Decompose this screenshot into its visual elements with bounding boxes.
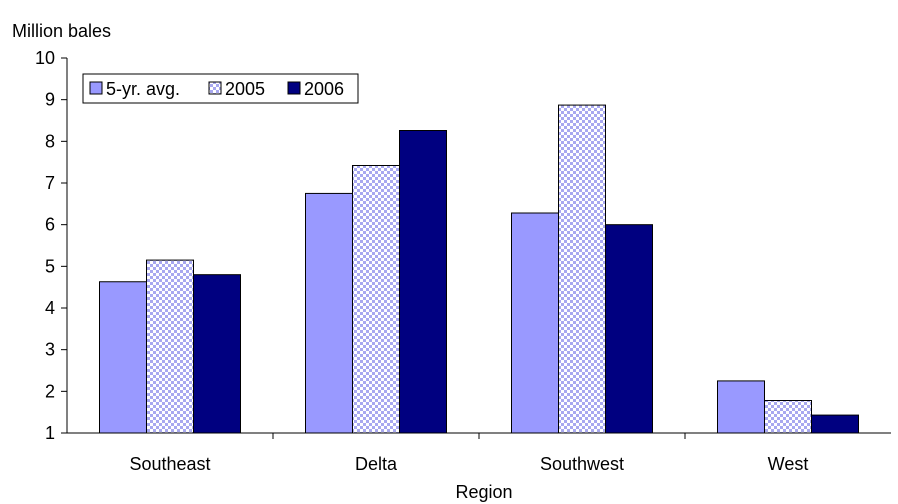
- legend-swatch: [208, 81, 222, 95]
- legend-label: 2006: [304, 79, 344, 99]
- y-tick-label: 3: [45, 340, 55, 360]
- bar-west-2005: [764, 400, 812, 434]
- legend-label: 2005: [225, 79, 265, 99]
- y-tick-label: 1: [45, 423, 55, 443]
- bar-southwest-2005: [558, 104, 606, 434]
- y-tick-label: 2: [45, 381, 55, 401]
- x-tick-label: Southwest: [540, 454, 624, 474]
- bar-southwest-2006: [605, 224, 653, 434]
- legend: 5-yr. avg. 2005 2006: [82, 73, 359, 104]
- bar-southeast-2005: [146, 259, 194, 434]
- legend-swatch: [287, 81, 301, 95]
- y-tick-label: 10: [35, 48, 55, 68]
- x-tick-label: Delta: [355, 454, 398, 474]
- legend-label: 5-yr. avg.: [106, 79, 180, 99]
- y-axis-label: Million bales: [12, 21, 111, 41]
- legend-swatch: [89, 81, 103, 95]
- y-tick-label: 8: [45, 131, 55, 151]
- bar-delta-2006: [399, 130, 447, 434]
- x-tick-label: West: [768, 454, 809, 474]
- bar-southwest-5-yr-avg: [511, 212, 559, 434]
- bar-west-2006: [811, 414, 859, 434]
- x-tick-label: Southeast: [129, 454, 210, 474]
- y-tick-label: 9: [45, 90, 55, 110]
- bar-southeast-2006: [193, 274, 241, 434]
- y-tick-label: 7: [45, 173, 55, 193]
- x-axis-label: Region: [455, 482, 512, 502]
- bar-delta-5-yr-avg: [305, 192, 353, 434]
- y-tick-label: 6: [45, 215, 55, 235]
- y-tick-label: 5: [45, 256, 55, 276]
- bar-southeast-5-yr-avg: [99, 281, 147, 434]
- bar-west-5-yr-avg: [717, 380, 765, 434]
- bar-delta-2005: [352, 165, 400, 434]
- plot-area: 1 2 3 4 5 6 7 8 9 10 Southeast Delta Southwest West: [35, 48, 891, 474]
- y-tick-label: 4: [45, 298, 55, 318]
